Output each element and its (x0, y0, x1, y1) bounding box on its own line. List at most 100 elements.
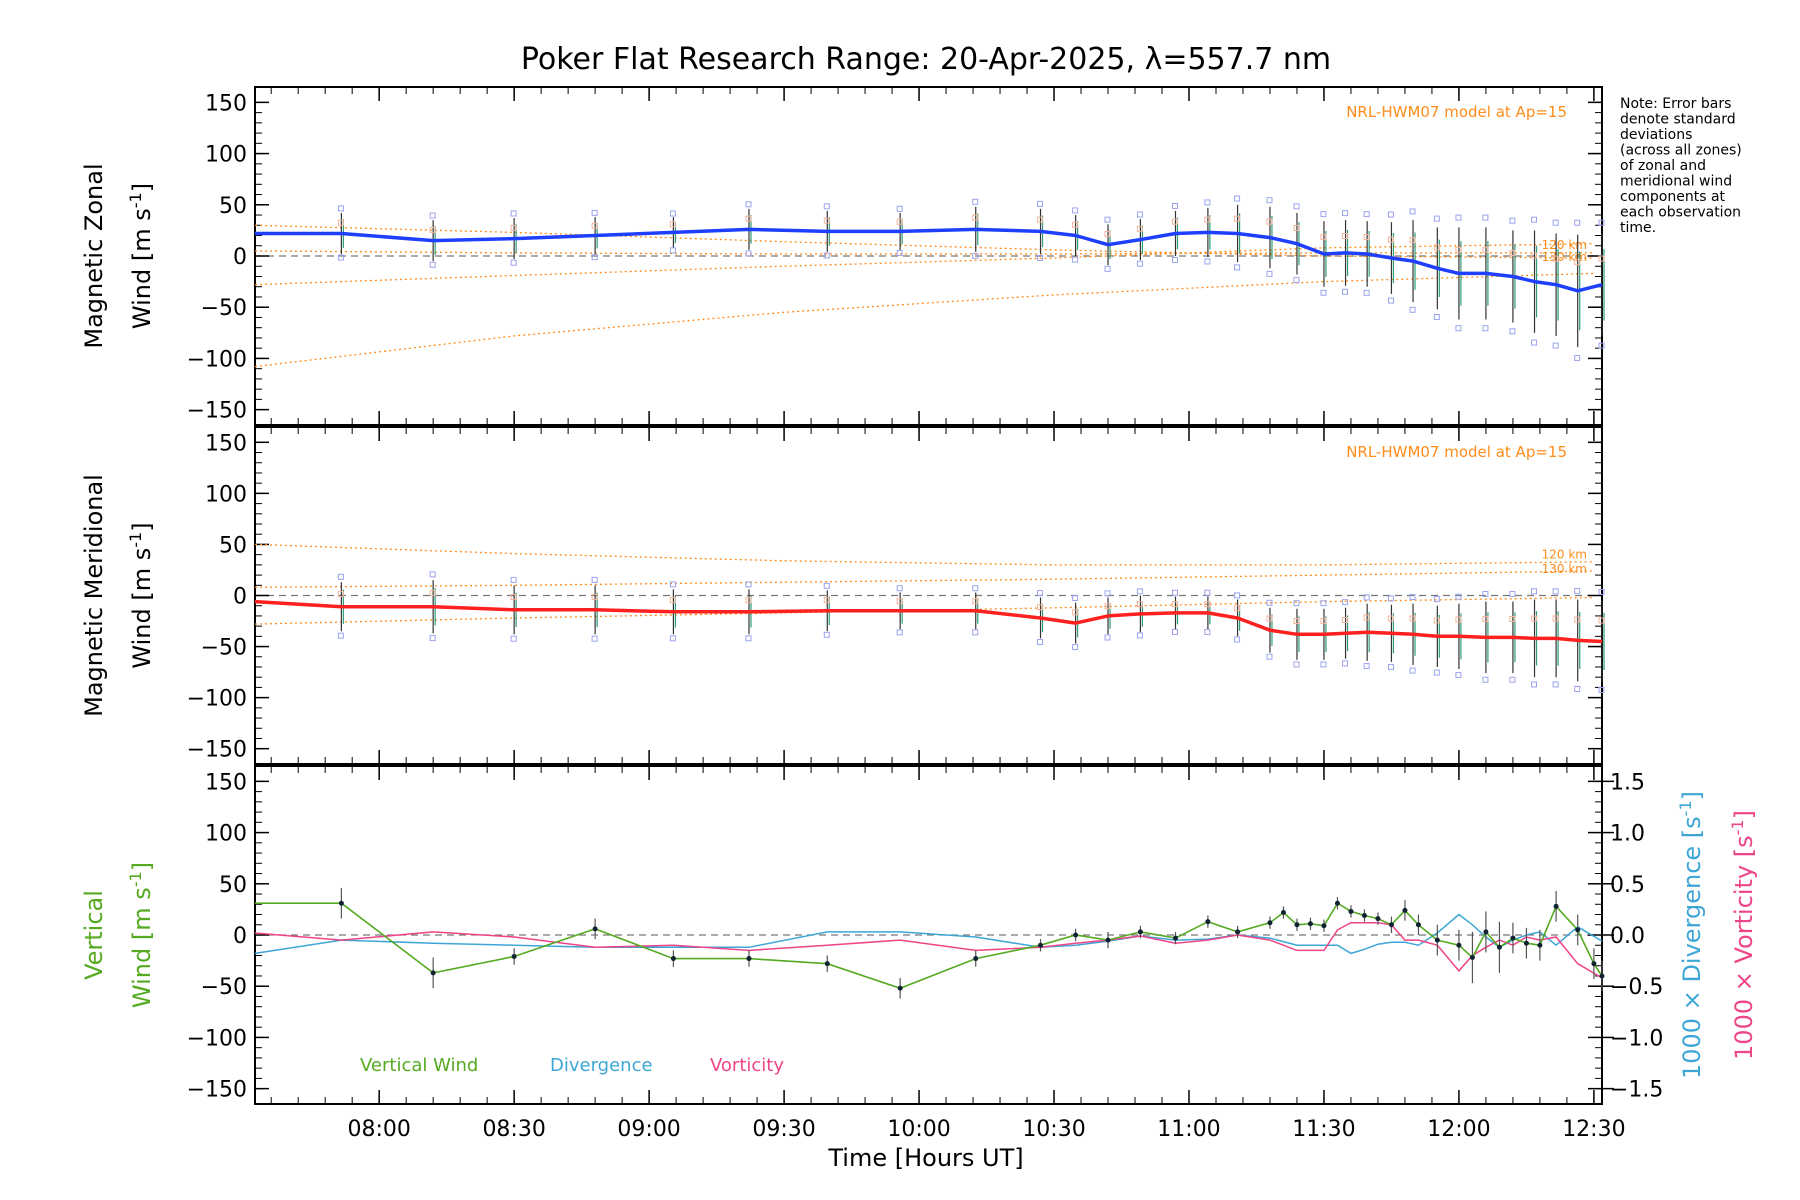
zone-point-zonal (1574, 259, 1581, 266)
ytick-label-meridional: 100 (205, 482, 247, 507)
zone-point-zonal (1171, 218, 1178, 225)
vertical-wind-point (1388, 922, 1394, 928)
vertical-wind-point (511, 954, 517, 960)
legend-item: Vorticity (710, 1055, 784, 1076)
zone-point-meridional (1171, 628, 1178, 635)
zone-point-meridional (337, 573, 344, 580)
zone-point-meridional (745, 597, 752, 604)
zone-point-zonal (823, 203, 830, 210)
zone-point-zonal (1234, 264, 1241, 271)
zone-point-zonal (1409, 306, 1416, 313)
zone-point-meridional (1234, 592, 1241, 599)
zone-point-zonal (1387, 236, 1394, 243)
zone-point-zonal (1387, 211, 1394, 218)
zone-point-zonal (823, 217, 830, 224)
ylabel-line1-vertical: Vertical (80, 890, 108, 980)
series-zonal (255, 227, 1603, 293)
ytick-label-meridional: −50 (201, 636, 247, 661)
zone-point-meridional (669, 635, 676, 642)
zone-point-zonal (591, 222, 598, 229)
zone-point-zonal (1136, 260, 1143, 267)
zone-point-zonal (1342, 233, 1349, 240)
series-meridional (254, 599, 1603, 644)
zone-point-zonal (429, 226, 436, 233)
zone-point-zonal (1363, 289, 1370, 296)
zone-point-zonal (669, 221, 676, 228)
zone-point-zonal (745, 201, 752, 208)
ytick-label-vertical: 100 (205, 822, 247, 847)
zone-point-meridional (1293, 618, 1300, 625)
zone-point-meridional (1509, 676, 1516, 683)
zone-point-zonal (337, 254, 344, 261)
zone-point-meridional (972, 585, 979, 592)
zone-point-meridional (1072, 609, 1079, 616)
legend-item: Divergence (550, 1055, 653, 1076)
zone-point-meridional (1136, 588, 1143, 595)
chart-title: Poker Flat Research Range: 20-Apr-2025, … (521, 42, 1331, 77)
x-tick-label: 08:00 (347, 1117, 410, 1142)
zone-point-zonal (1552, 219, 1559, 226)
zone-point-meridional (1171, 601, 1178, 608)
x-axis-label: Time [Hours UT] (827, 1144, 1023, 1172)
zone-point-zonal (1455, 246, 1462, 253)
vertical-wind-point (1334, 900, 1340, 906)
zone-point-meridional (1342, 599, 1349, 606)
vertical-wind-point (1537, 942, 1543, 948)
zone-point-meridional (1482, 590, 1489, 597)
right-ytick-label: 0.5 (1610, 873, 1645, 898)
vorticity-line (254, 921, 1603, 979)
x-tick-label: 12:00 (1427, 1117, 1490, 1142)
ytick-label-vertical: 0 (233, 924, 247, 949)
zone-point-meridional (510, 576, 517, 583)
ytick-label-zonal: 150 (205, 91, 247, 116)
zone-point-zonal (823, 252, 830, 259)
zone-point-zonal (1293, 224, 1300, 231)
right-ytick-label: −1.5 (1610, 1078, 1663, 1103)
vertical-wind-point (1456, 942, 1462, 948)
x-tick-label: 12:30 (1562, 1117, 1625, 1142)
vertical-wind-point (338, 900, 344, 906)
zone-point-zonal (1234, 215, 1241, 222)
ytick-label-vertical: 50 (219, 873, 247, 898)
zone-point-meridional (1320, 618, 1327, 625)
zone-point-zonal (1072, 207, 1079, 214)
ytick-label-meridional: 50 (219, 533, 247, 558)
zone-point-meridional (1204, 589, 1211, 596)
vertical-wind-point (1172, 935, 1178, 941)
zone-point-meridional (1342, 660, 1349, 667)
zone-point-meridional (1455, 672, 1462, 679)
panel-meridional: 150 100 50 0 −50 −100 −150 Magnetic Meridional W… (80, 426, 1605, 765)
vertical-wind-point (1348, 908, 1354, 914)
x-tick-label: 10:30 (1022, 1117, 1085, 1142)
zone-point-meridional (510, 594, 517, 601)
zone-point-zonal (1342, 210, 1349, 217)
ylabel-line1-meridional: Magnetic Meridional (80, 474, 108, 717)
zone-point-meridional (1552, 615, 1559, 622)
divergence-axis-label: 1000 × Divergence [s-1] (1676, 791, 1706, 1079)
vertical-wind-point (824, 961, 830, 967)
note-line: of zonal and (1620, 158, 1706, 174)
zone-point-zonal (1509, 217, 1516, 224)
zone-point-zonal (1598, 219, 1605, 226)
ytick-label-vertical: 150 (205, 770, 247, 795)
vertical-wind-line (255, 902, 1603, 990)
zone-point-zonal (1598, 255, 1605, 262)
vertical-wind-point (897, 985, 903, 991)
panel-zonal: 150 100 50 0 −50 −100 −150 Magnetic Zonal Wind [… (80, 86, 1605, 426)
vertical-wind-point (1294, 922, 1300, 928)
model-label-meridional: NRL-HWM07 model at Ap=15 (1346, 443, 1567, 461)
ytick-label-zonal: 0 (233, 245, 247, 270)
zone-point-meridional (1204, 628, 1211, 635)
vertical-wind-point (1599, 973, 1605, 979)
zone-point-zonal (591, 209, 598, 216)
zone-point-zonal (429, 212, 436, 219)
vertical-wind-point (1510, 935, 1516, 941)
note-line: time. (1620, 220, 1656, 236)
altitude-label-meridional: 120 km (1542, 548, 1587, 562)
right-ytick-label: 1.0 (1610, 822, 1645, 847)
zone-point-meridional (1072, 644, 1079, 651)
zone-point-meridional (1482, 676, 1489, 683)
zone-point-zonal (1531, 216, 1538, 223)
